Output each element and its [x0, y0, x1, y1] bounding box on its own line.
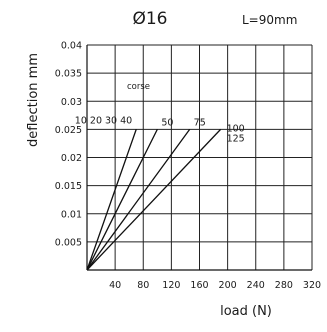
series-label: 50	[161, 117, 173, 128]
x-tick-label: 320	[303, 280, 321, 291]
x-axis-title: load (N)	[220, 304, 272, 319]
x-tick-label: 40	[109, 280, 121, 291]
y-tick-label: 0.025	[55, 125, 82, 136]
series-lines	[86, 128, 222, 271]
y-tick-label: 0.02	[61, 153, 82, 164]
y-tick-label: 0.03	[61, 97, 82, 108]
x-tick-label: 240	[247, 280, 265, 291]
series-label: 100	[227, 123, 245, 134]
axes: 40 80 120 160 200 240 280 320 0.005 0.01 0.015 0.02…	[55, 41, 321, 292]
x-tick-label: 120	[162, 280, 180, 291]
y-tick-label: 0.01	[61, 209, 82, 220]
x-tick-label: 80	[137, 280, 149, 291]
y-tick-label: 0.005	[55, 237, 82, 248]
grid	[87, 44, 313, 270]
chart-subtitle: L=90mm	[242, 13, 297, 27]
series-line	[86, 128, 222, 271]
series-label: 75	[194, 117, 206, 128]
y-tick-label: 0.015	[55, 181, 82, 192]
series-line	[86, 129, 137, 271]
x-tick-label: 280	[275, 280, 293, 291]
y-tick-label: 0.04	[61, 41, 82, 52]
y-axis-title: deflection mm	[26, 53, 41, 147]
series-line	[86, 129, 158, 271]
x-tick-label: 160	[190, 280, 208, 291]
series-line	[86, 128, 191, 271]
x-tick-label: 200	[219, 280, 237, 291]
series-label: 10 20 30 40	[75, 115, 132, 126]
corse-annotation: corse	[127, 82, 150, 92]
series-label: 125	[227, 133, 245, 144]
y-tick-label: 0.035	[55, 69, 82, 80]
chart-title: Ø16	[132, 9, 167, 29]
